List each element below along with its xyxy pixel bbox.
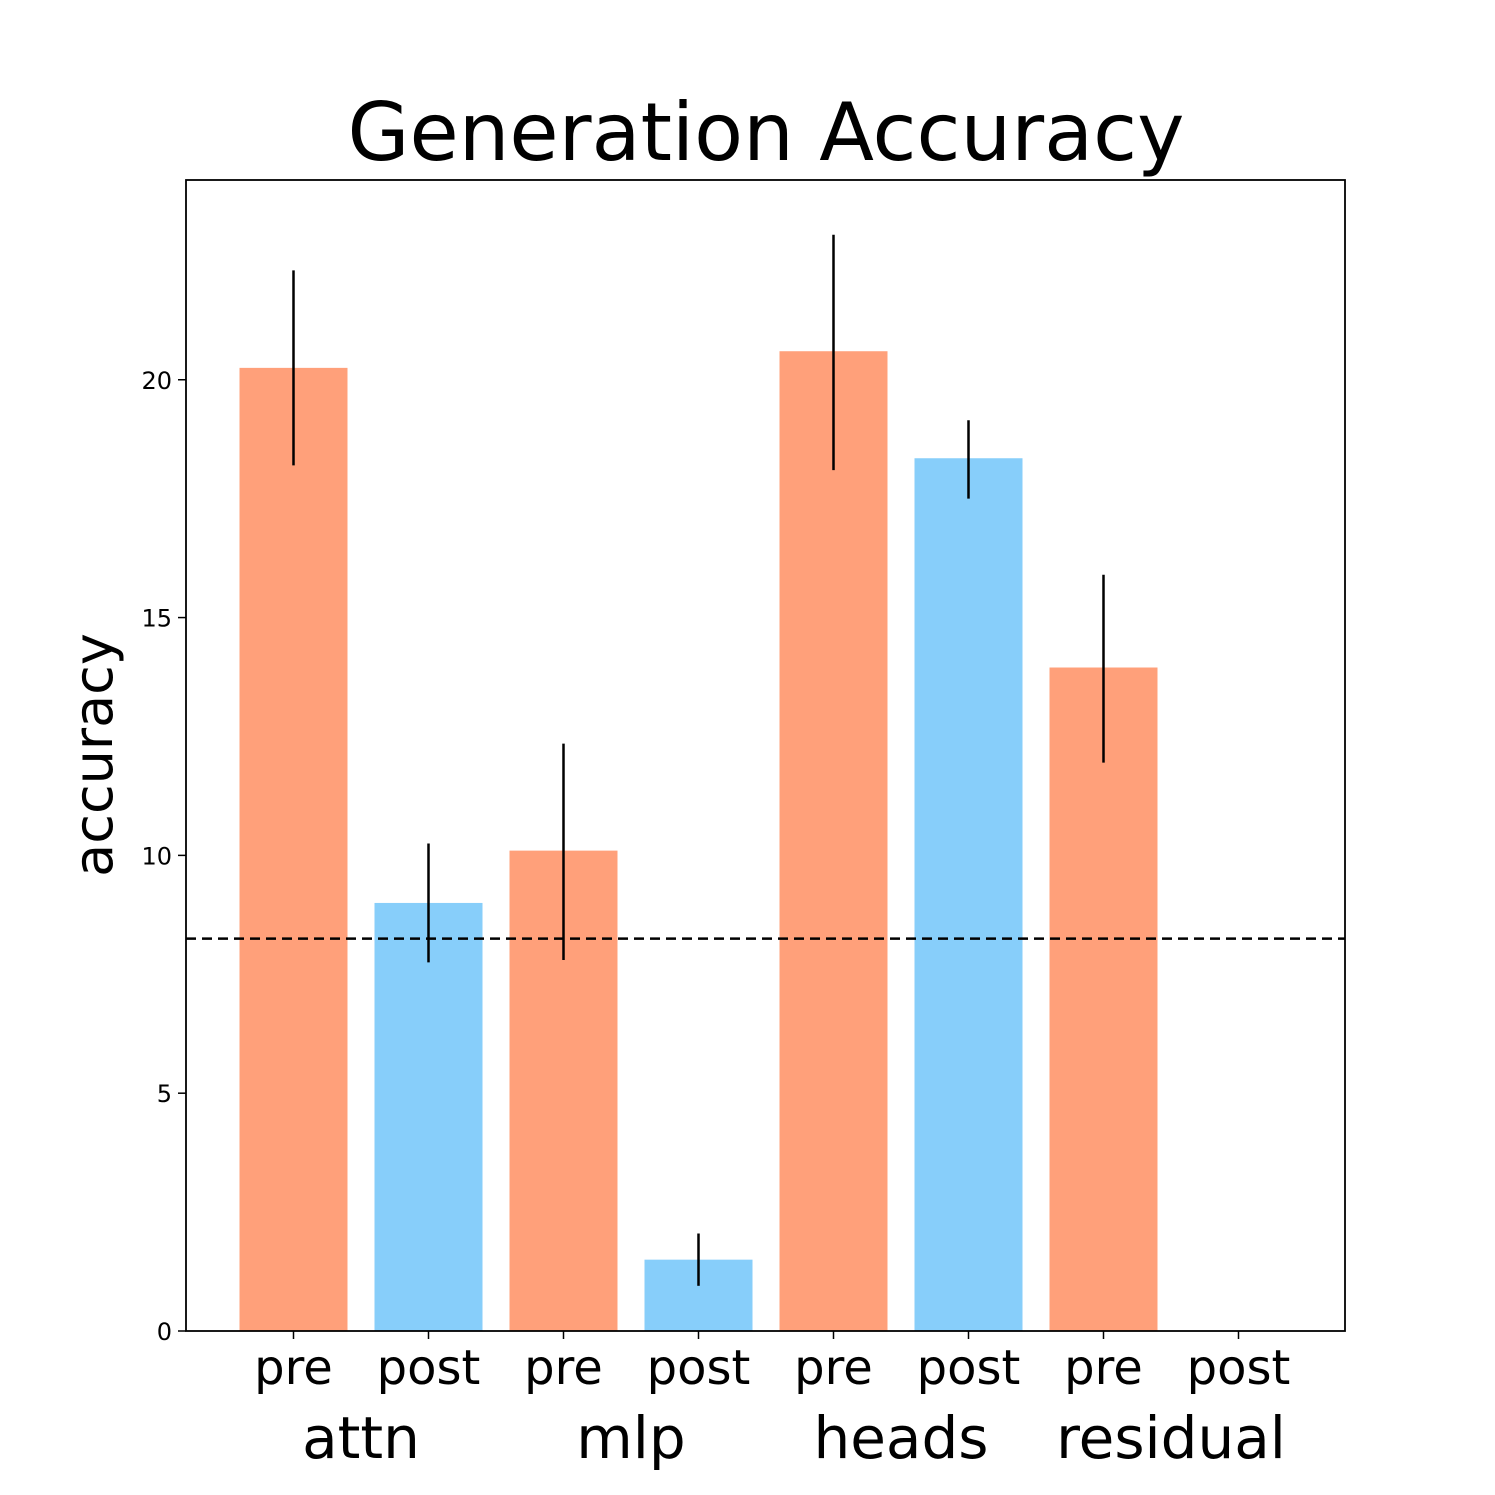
plot-frame [185, 179, 1346, 1332]
y-tick-label-0: 0 [157, 1318, 172, 1346]
group-label-0: attn [302, 1404, 420, 1472]
bar-6 [1049, 667, 1158, 1331]
chart-title: Generation Accuracy [348, 86, 1185, 179]
y-tick-label-3: 15 [141, 605, 172, 633]
x-tick-label-3: post [647, 1340, 751, 1396]
bar-4 [779, 351, 888, 1331]
y-tick-label-2: 10 [141, 842, 172, 870]
y-tick-label-4: 20 [141, 367, 172, 395]
group-labels: attn mlp heads residual [302, 1404, 1286, 1472]
x-tick-label-2: pre [524, 1340, 603, 1396]
bar-0 [239, 367, 348, 1331]
bar-5 [914, 458, 1023, 1331]
x-tick-label-7: post [1187, 1340, 1291, 1396]
x-tick-label-1: post [377, 1340, 481, 1396]
y-ticks: 0 5 10 15 20 [141, 367, 186, 1346]
x-tick-label-0: pre [254, 1340, 333, 1396]
group-label-1: mlp [576, 1404, 685, 1472]
x-tick-label-4: pre [794, 1340, 873, 1396]
group-label-3: residual [1056, 1404, 1286, 1472]
bar-1 [374, 902, 483, 1331]
x-ticks: pre post pre post pre post pre post [254, 1331, 1290, 1396]
y-axis-label: accuracy [62, 633, 125, 877]
bars-layer [239, 351, 1158, 1331]
error-bars-layer [292, 234, 1105, 1286]
x-tick-label-5: post [917, 1340, 1021, 1396]
y-tick-label-1: 5 [157, 1080, 172, 1108]
x-tick-label-6: pre [1064, 1340, 1143, 1396]
group-label-2: heads [813, 1404, 988, 1472]
